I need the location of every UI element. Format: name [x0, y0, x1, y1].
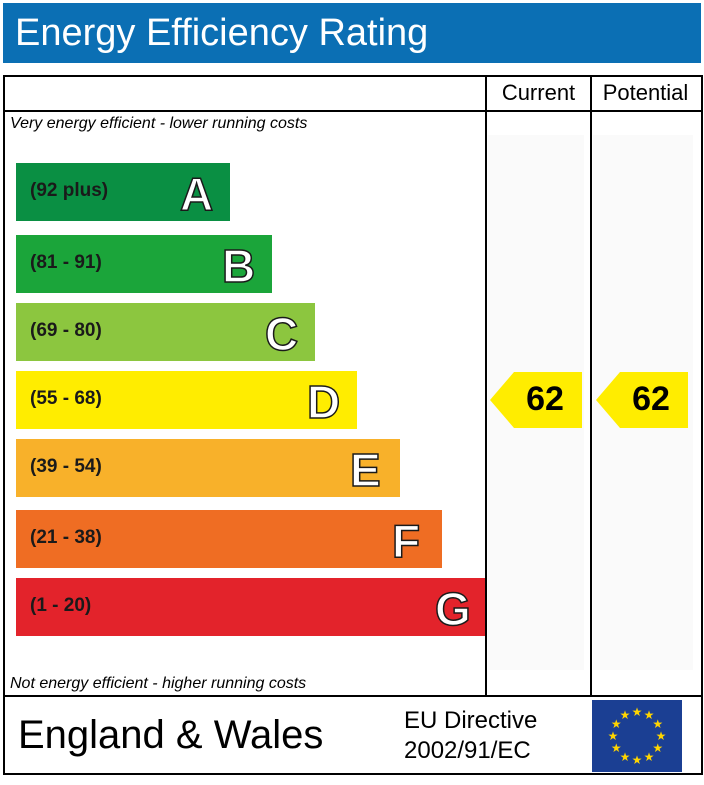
current-rating-pointer: 62: [490, 372, 582, 428]
star-icon: ★: [632, 753, 643, 767]
band-range-label: (81 - 91): [30, 252, 102, 273]
star-icon: ★: [611, 741, 622, 755]
band-letter: D: [306, 375, 341, 429]
band-range-label: (1 - 20): [30, 595, 92, 616]
band-letter: E: [349, 443, 381, 497]
potential-rating-value: 62: [632, 380, 670, 418]
star-icon: ★: [656, 729, 667, 743]
rating-band-e: (39 - 54) E: [16, 439, 400, 497]
band-letter: B: [221, 239, 256, 293]
bottom-caption: Not energy efficient - higher running co…: [10, 675, 307, 692]
chart-frame: [3, 75, 703, 697]
header-divider: [3, 110, 703, 112]
rating-band-d: (55 - 68) D: [16, 371, 357, 429]
star-icon: ★: [644, 708, 655, 722]
band-letter: A: [179, 167, 214, 221]
band-range-label: (55 - 68): [30, 388, 102, 409]
band-letter: F: [391, 514, 421, 568]
band-range-label: (21 - 38): [30, 527, 102, 548]
title-bar: Energy Efficiency Rating: [3, 3, 701, 63]
potential-column-divider: [590, 75, 592, 695]
star-icon: ★: [652, 717, 663, 731]
eu-flag-icon: ★ ★ ★ ★ ★ ★ ★ ★ ★ ★ ★ ★: [592, 700, 682, 772]
band-letter: G: [434, 582, 471, 636]
star-icon: ★: [620, 750, 631, 764]
star-icon: ★: [620, 708, 631, 722]
potential-pointer-arrow-icon: [596, 372, 688, 428]
page-title: Energy Efficiency Rating: [15, 12, 429, 54]
star-icon: ★: [611, 717, 622, 731]
current-column-header: Current: [501, 80, 576, 105]
potential-rating-pointer: 62: [596, 372, 688, 428]
eu-directive: EU Directive 2002/91/EC: [404, 706, 537, 766]
current-rating-value: 62: [526, 380, 564, 418]
current-column-divider: [485, 75, 487, 695]
rating-band-b: (81 - 91) B: [16, 235, 272, 293]
current-pointer-arrow-icon: [490, 372, 582, 428]
star-icon: ★: [608, 729, 619, 743]
directive-line-1: EU Directive: [404, 707, 538, 734]
region-label: England & Wales: [18, 713, 324, 757]
star-icon: ★: [652, 741, 663, 755]
directive-line-2: 2002/91/EC: [404, 737, 531, 764]
rating-band-c: (69 - 80) C: [16, 303, 315, 361]
rating-band-f: (21 - 38) F: [16, 510, 442, 568]
star-icon: ★: [632, 705, 643, 719]
band-range-label: (39 - 54): [30, 456, 102, 477]
band-range-label: (69 - 80): [30, 320, 102, 341]
star-icon: ★: [644, 750, 655, 764]
potential-column-header: Potential: [602, 80, 689, 105]
top-caption: Very energy efficient - lower running co…: [10, 115, 308, 132]
rating-band-g: (1 - 20) G: [16, 578, 485, 636]
rating-band-a: (92 plus) A: [16, 163, 230, 221]
eu-flag-stars: ★★★★★★★★★ ★ ★★: [608, 705, 667, 767]
band-letter: C: [264, 307, 299, 361]
footer: [3, 693, 703, 775]
band-range-label: (92 plus): [30, 180, 109, 201]
